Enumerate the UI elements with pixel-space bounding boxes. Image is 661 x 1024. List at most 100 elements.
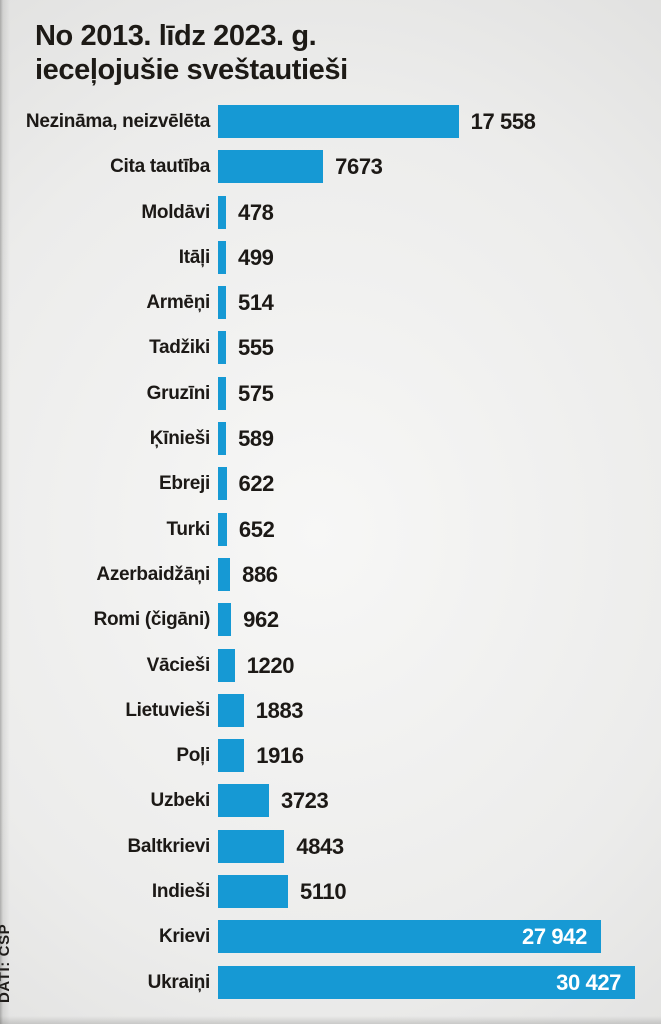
bar xyxy=(218,875,289,909)
bar xyxy=(218,603,232,637)
bar-track: 514 xyxy=(218,286,661,320)
chart-row: Ebreji 622 xyxy=(0,467,661,512)
bar-track: 1883 xyxy=(218,693,661,727)
category-label: Tadžiki xyxy=(149,337,210,359)
value-label: 652 xyxy=(238,516,275,542)
source-credit: DATI: CSP xyxy=(0,923,13,1003)
chart-row: Itāļi 499 xyxy=(0,240,661,286)
value-label: 7673 xyxy=(335,154,383,180)
bar-chart: Nezināma, neizvēlēta 17 558 Cita tautība 76… xyxy=(0,105,661,1011)
chart-row: Turki 652 xyxy=(0,512,661,558)
value-label: 4843 xyxy=(296,833,344,859)
chart-row: Moldāvi 478 xyxy=(0,195,661,241)
bar-track: 575 xyxy=(218,376,661,410)
category-label: Uzbeki xyxy=(150,790,211,812)
bar-track: 499 xyxy=(218,240,661,274)
bar xyxy=(218,195,226,229)
bar xyxy=(218,693,244,727)
category-label: Turki xyxy=(166,518,210,540)
bar xyxy=(218,286,226,320)
category-label: Azerbaidžāņi xyxy=(96,563,210,585)
bar-track: 17 558 xyxy=(218,105,661,138)
chart-row: Krievi 27 942 xyxy=(0,920,661,965)
bar xyxy=(218,648,235,682)
category-label: Lietuvieši xyxy=(125,699,210,721)
bar xyxy=(218,105,459,138)
bar xyxy=(218,557,231,591)
bar-track: 886 xyxy=(218,557,661,591)
value-label: 589 xyxy=(238,426,274,452)
chart-row: Lietuvieši 1883 xyxy=(0,693,661,739)
category-label: Romi (čigāni) xyxy=(93,609,211,631)
bar-track: 478 xyxy=(218,195,661,229)
category-label: Baltkrievi xyxy=(127,835,210,857)
category-label: Ebreji xyxy=(159,473,210,495)
category-label: Poļi xyxy=(176,745,210,767)
value-label: 514 xyxy=(238,290,274,316)
value-label: 1916 xyxy=(256,743,304,769)
value-label: 499 xyxy=(238,244,274,270)
bar xyxy=(218,467,227,501)
value-label: 5110 xyxy=(300,879,347,905)
value-label: 962 xyxy=(243,607,279,633)
bar-track: 962 xyxy=(218,603,661,637)
category-label: Nezināma, neizvēlēta xyxy=(25,111,210,132)
bar xyxy=(218,150,324,184)
chart-row: Vācieši 1220 xyxy=(0,648,661,694)
value-label: 1220 xyxy=(246,652,295,678)
chart-row: Ukraiņi 30 427 xyxy=(0,965,661,1011)
value-label: 30 427 xyxy=(556,969,621,995)
bar xyxy=(218,920,601,954)
bar-track: 4843 xyxy=(218,829,661,863)
chart-row: Nezināma, neizvēlēta 17 558 xyxy=(0,105,661,150)
chart-title: No 2013. līdz 2023. g. ieceļojušie svešt… xyxy=(35,20,348,88)
chart-row: Baltkrievi 4843 xyxy=(0,829,661,875)
value-label: 27 942 xyxy=(522,924,587,950)
chart-row: Ķīnieši 589 xyxy=(0,422,661,467)
category-label: Krievi xyxy=(158,926,210,948)
bar-track: 5110 xyxy=(218,875,661,909)
value-label: 478 xyxy=(238,199,274,225)
chart-row: Poļi 1916 xyxy=(0,739,661,784)
category-label: Moldāvi xyxy=(141,201,210,223)
chart-row: Romi (čigāni) 962 xyxy=(0,603,661,648)
chart-row: Uzbeki 3723 xyxy=(0,784,661,829)
category-label: Armēņi xyxy=(146,292,210,314)
chart-row: Azerbaidžāņi 886 xyxy=(0,557,661,603)
bar-track: 3723 xyxy=(218,784,661,818)
bar-track: 27 942 xyxy=(218,920,661,954)
bar xyxy=(218,739,245,773)
bar-track: 652 xyxy=(218,512,661,546)
bar-track: 589 xyxy=(218,422,661,456)
category-label: Cita tautība xyxy=(110,156,210,178)
category-label: Itāļi xyxy=(178,246,211,268)
bar xyxy=(218,331,226,365)
chart-row: Gruzīni 575 xyxy=(0,376,661,422)
bar xyxy=(218,376,226,410)
category-label: Gruzīni xyxy=(146,382,211,404)
bar xyxy=(218,965,635,999)
category-label: Ķīnieši xyxy=(149,428,211,450)
bar-track: 1916 xyxy=(218,739,661,773)
chart-row: Indieši 5110 xyxy=(0,875,661,920)
value-label: 622 xyxy=(238,471,275,497)
category-label: Ukraiņi xyxy=(147,971,211,993)
chart-row: Tadžiki 555 xyxy=(0,331,661,376)
bar-track: 622 xyxy=(218,467,661,501)
category-label: Indieši xyxy=(151,881,210,903)
bar xyxy=(218,784,270,818)
value-label: 1883 xyxy=(255,697,304,723)
chart-row: Armēņi 514 xyxy=(0,286,661,331)
bar xyxy=(218,829,285,863)
value-label: 555 xyxy=(238,335,274,361)
value-label: 3723 xyxy=(281,788,329,814)
bar-track: 7673 xyxy=(218,150,661,184)
chart-row: Cita tautība 7673 xyxy=(0,150,661,195)
value-label: 886 xyxy=(242,561,278,587)
value-label: 17 558 xyxy=(470,109,536,134)
bar xyxy=(218,422,227,456)
value-label: 575 xyxy=(238,380,274,406)
category-label: Vācieši xyxy=(146,654,211,676)
chart-title-line1: No 2013. līdz 2023. g. xyxy=(35,20,317,52)
